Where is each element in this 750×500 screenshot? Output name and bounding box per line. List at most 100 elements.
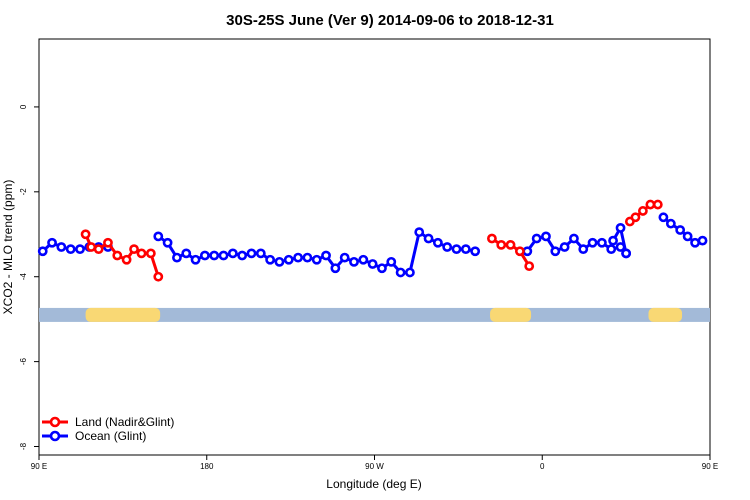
land-data-point xyxy=(136,248,147,259)
ocean-data-point xyxy=(414,227,425,238)
ocean-data-point xyxy=(237,250,248,261)
ocean-data-point xyxy=(569,233,579,244)
ocean-data-point xyxy=(550,246,561,257)
x-tick-label: 90 E xyxy=(702,462,718,471)
land-legend-marker xyxy=(49,416,61,428)
land-patch xyxy=(85,307,161,322)
land-data-point xyxy=(496,239,507,250)
ocean-data-point xyxy=(209,250,220,261)
ocean-data-point xyxy=(682,231,693,242)
ocean-data-point xyxy=(255,248,266,259)
ocean-data-point xyxy=(470,246,481,257)
ocean-data-point xyxy=(339,252,350,263)
chart-title: 30S-25S June (Ver 9) 2014-09-06 to 2018-… xyxy=(226,12,554,29)
land-data-point xyxy=(505,239,516,250)
y-tick-label: -2 xyxy=(19,188,28,196)
land-data-point xyxy=(80,229,91,240)
ocean-data-point xyxy=(218,250,229,261)
ocean-data-point xyxy=(423,233,434,244)
y-tick-label: -8 xyxy=(19,442,28,450)
land-data-point xyxy=(129,244,139,255)
ocean-data-point xyxy=(460,244,471,255)
y-tick-label: 0 xyxy=(19,104,28,109)
ocean-data-point xyxy=(181,248,192,259)
land-data-point xyxy=(652,199,663,210)
ocean-data-point xyxy=(432,237,443,248)
ocean-legend-label: Ocean (Glint) xyxy=(75,429,146,443)
ocean-data-point xyxy=(153,231,164,242)
ocean-data-point xyxy=(377,263,387,274)
land-data-point xyxy=(487,233,497,244)
x-tick-label: 0 xyxy=(540,462,545,471)
ocean-data-point xyxy=(283,254,294,265)
y-axis-label: XCO2 - MLO trend (ppm) xyxy=(1,180,15,315)
ocean-data-point xyxy=(302,252,313,263)
land-data-point xyxy=(638,206,648,216)
ocean-data-point xyxy=(675,225,686,235)
ocean-data-point xyxy=(37,246,48,257)
ocean-data-point xyxy=(451,244,462,255)
land-data-point xyxy=(93,244,104,255)
series-layer xyxy=(37,199,708,282)
x-tick-label: 180 xyxy=(200,462,214,471)
ocean-data-point xyxy=(246,248,257,259)
ocean-data-point xyxy=(321,250,331,261)
ocean-data-point xyxy=(311,254,322,265)
ocean-data-point xyxy=(162,237,173,248)
land-ocean-band xyxy=(39,307,710,322)
land-data-point xyxy=(145,248,156,259)
land-data-point xyxy=(103,237,113,248)
ocean-data-point xyxy=(395,267,406,278)
ocean-data-point xyxy=(172,252,182,263)
ocean-data-point xyxy=(386,256,397,267)
ocean-band xyxy=(39,307,710,322)
land-patch xyxy=(490,307,532,322)
land-data-point xyxy=(86,242,97,252)
ocean-data-point xyxy=(615,222,626,233)
legend: Land (Nadir&Glint)Ocean (Glint) xyxy=(42,415,174,443)
ocean-data-point xyxy=(56,242,67,252)
ocean-data-point xyxy=(293,252,303,263)
x-tick-label: 90 W xyxy=(365,462,384,471)
ocean-data-point xyxy=(405,267,415,278)
ocean-data-point xyxy=(608,235,618,246)
ocean-data-point xyxy=(697,235,708,246)
ocean-data-point xyxy=(199,250,210,261)
ocean-data-point xyxy=(665,218,676,229)
land-data-point xyxy=(524,261,535,272)
x-tick-label: 90 E xyxy=(31,462,47,471)
ocean-data-point xyxy=(442,242,453,252)
land-data-point xyxy=(630,212,641,223)
ocean-data-point xyxy=(621,248,632,259)
ocean-data-point xyxy=(541,231,551,242)
land-data-point xyxy=(645,199,656,210)
ocean-data-point xyxy=(274,256,285,267)
ocean-data-point xyxy=(47,237,57,248)
x-axis-label: Longitude (deg E) xyxy=(326,477,421,491)
ocean-data-point xyxy=(559,242,570,252)
y-tick-label: -6 xyxy=(19,358,28,366)
land-data-point xyxy=(514,246,525,257)
y-axis-ticks: 0 -2 -4 -6 -8 xyxy=(19,104,39,450)
ocean-data-point xyxy=(190,254,201,265)
ocean-data-point xyxy=(531,233,542,244)
ocean-data-point xyxy=(265,254,276,265)
ocean-data-point xyxy=(330,263,341,274)
ocean-data-point xyxy=(358,254,369,265)
ocean-data-point xyxy=(606,244,617,255)
ocean-legend-marker xyxy=(49,430,61,442)
ocean-data-point xyxy=(658,212,669,223)
land-patch xyxy=(648,307,683,322)
ocean-data-point xyxy=(587,237,598,248)
y-tick-label: -4 xyxy=(19,273,28,281)
land-data-point xyxy=(112,250,123,261)
ocean-data-point xyxy=(65,244,76,255)
ocean-data-point xyxy=(227,248,238,259)
x-axis-ticks: 90 E 180 90 W 0 90 E xyxy=(31,455,718,471)
ocean-data-point xyxy=(75,244,85,255)
ocean-data-point xyxy=(522,246,533,257)
land-legend-label: Land (Nadir&Glint) xyxy=(75,415,174,429)
ocean-data-point xyxy=(349,256,359,267)
land-data-point xyxy=(153,271,164,282)
